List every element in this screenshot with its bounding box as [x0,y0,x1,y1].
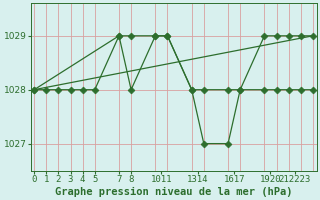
X-axis label: Graphe pression niveau de la mer (hPa): Graphe pression niveau de la mer (hPa) [55,186,292,197]
